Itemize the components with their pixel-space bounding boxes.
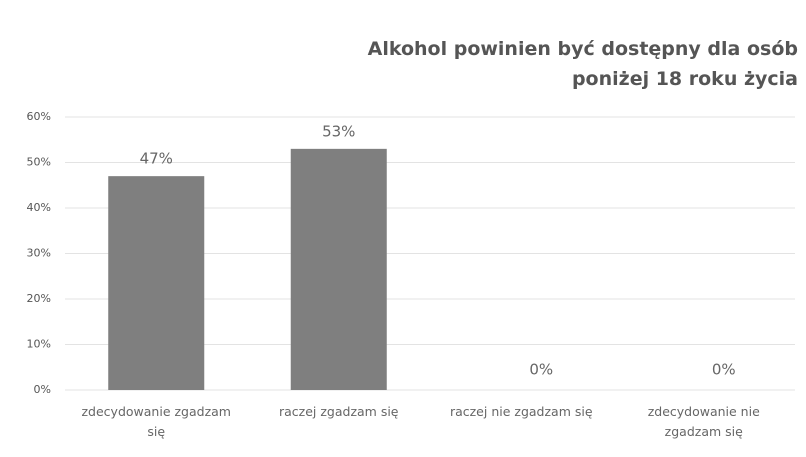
y-tick-label: 40%: [27, 201, 51, 214]
bar: [290, 148, 387, 390]
value-label: 0%: [529, 361, 553, 379]
y-tick-label: 20%: [27, 292, 51, 305]
y-tick-label: 30%: [27, 247, 51, 260]
y-tick-label: 10%: [27, 338, 51, 351]
x-tick-label: zdecydowanie zgadzam się: [81, 404, 231, 439]
y-tick-label: 50%: [27, 156, 51, 169]
x-tick-label: raczej zgadzam się: [278, 404, 399, 419]
x-tick-label: raczej nie zgadzam się: [449, 404, 593, 419]
value-label: 47%: [140, 150, 173, 168]
chart-title: Alkohol powinien być dostępny dla osób p…: [367, 38, 798, 90]
bar: [108, 176, 205, 390]
y-tick-label: 60%: [27, 110, 51, 123]
value-label: 0%: [712, 361, 736, 379]
y-tick-label: 0%: [34, 383, 51, 396]
x-tick-label: zdecydowanie nie zgadzam się: [647, 404, 760, 439]
value-label: 53%: [322, 122, 355, 140]
